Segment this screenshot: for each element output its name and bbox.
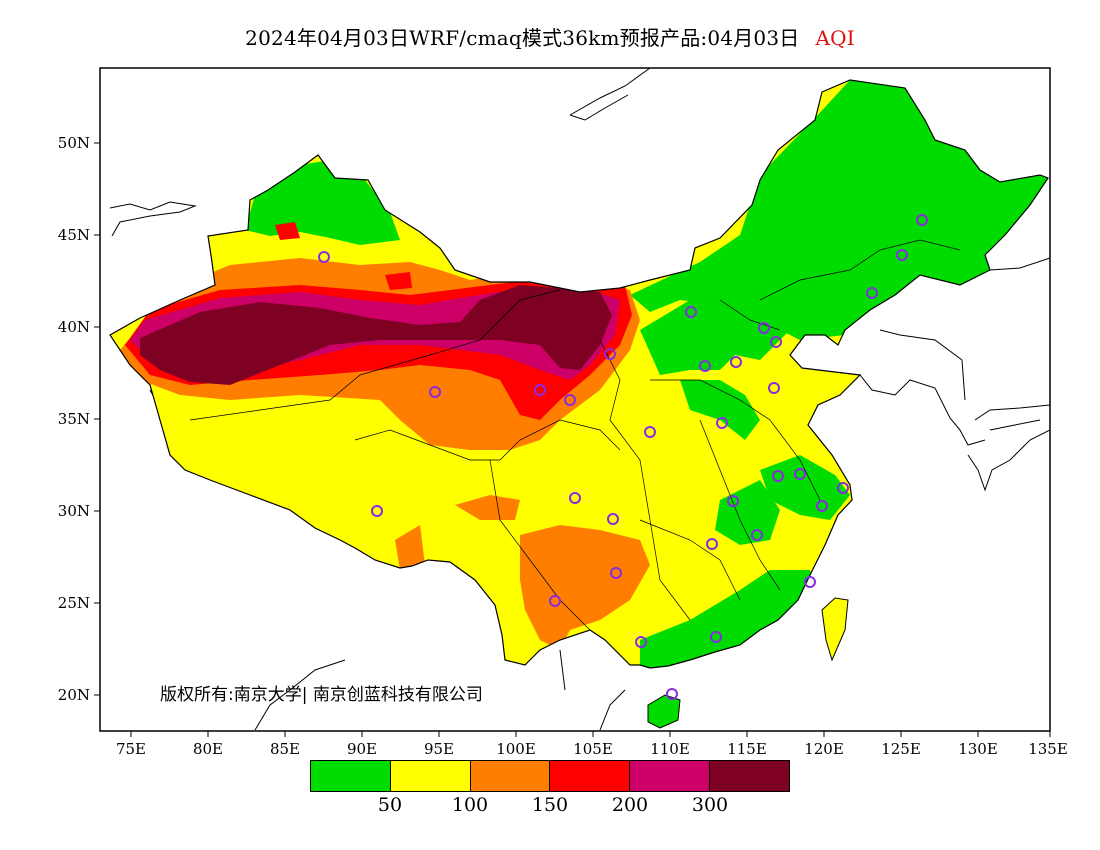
legend-label: 150 <box>531 794 569 816</box>
x-tick-label: 120E <box>804 740 844 758</box>
x-tick-label: 125E <box>881 740 921 758</box>
legend-swatch <box>710 761 789 791</box>
legend-swatch <box>470 761 551 791</box>
x-axis-labels: 75E 80E 85E 90E 95E 100E 105E 110E 115E … <box>116 740 1068 758</box>
x-tick-label: 115E <box>727 740 767 758</box>
legend-swatch <box>390 761 471 791</box>
y-tick-label: 45N <box>58 226 90 244</box>
legend-swatch <box>630 761 711 791</box>
x-tick-label: 100E <box>496 740 536 758</box>
station-markers <box>318 214 928 700</box>
y-tick-label: 25N <box>58 594 90 612</box>
x-tick-label: 90E <box>347 740 377 758</box>
x-tick-label: 95E <box>424 740 454 758</box>
x-tick-label: 75E <box>116 740 146 758</box>
legend-label: 300 <box>691 794 729 816</box>
title-variable: AQI <box>815 26 855 50</box>
hainan-island <box>647 694 681 729</box>
legend-swatch <box>550 761 631 791</box>
y-tick-label: 30N <box>58 502 90 520</box>
y-axis-labels: 50N 45N 40N 35N 30N 25N 20N <box>58 134 90 704</box>
x-tick-label: 80E <box>193 740 223 758</box>
y-tick-label: 50N <box>58 134 90 152</box>
axis-ticks <box>94 142 1051 737</box>
x-tick-label: 130E <box>958 740 998 758</box>
legend-label: 100 <box>451 794 489 816</box>
coastlines <box>109 68 1050 731</box>
y-tick-label: 35N <box>58 410 90 428</box>
title-main: 2024年04月03日WRF/cmaq模式36km预报产品:04月03日 <box>245 26 800 50</box>
x-tick-label: 105E <box>573 740 613 758</box>
y-tick-label: 40N <box>58 318 90 336</box>
legend-swatch <box>311 761 391 791</box>
copyright-notice: 版权所有:南京大学| 南京创蓝科技有限公司 <box>160 685 483 705</box>
color-legend <box>310 760 790 792</box>
legend-label: 50 <box>377 794 403 816</box>
taiwan-island <box>821 597 849 662</box>
y-tick-label: 20N <box>58 686 90 704</box>
map-title: 2024年04月03日WRF/cmaq模式36km预报产品:04月03日 AQI <box>0 22 1100 51</box>
legend-label: 200 <box>611 794 649 816</box>
x-tick-label: 110E <box>650 740 690 758</box>
x-tick-label: 85E <box>270 740 300 758</box>
x-tick-label: 135E <box>1028 740 1068 758</box>
